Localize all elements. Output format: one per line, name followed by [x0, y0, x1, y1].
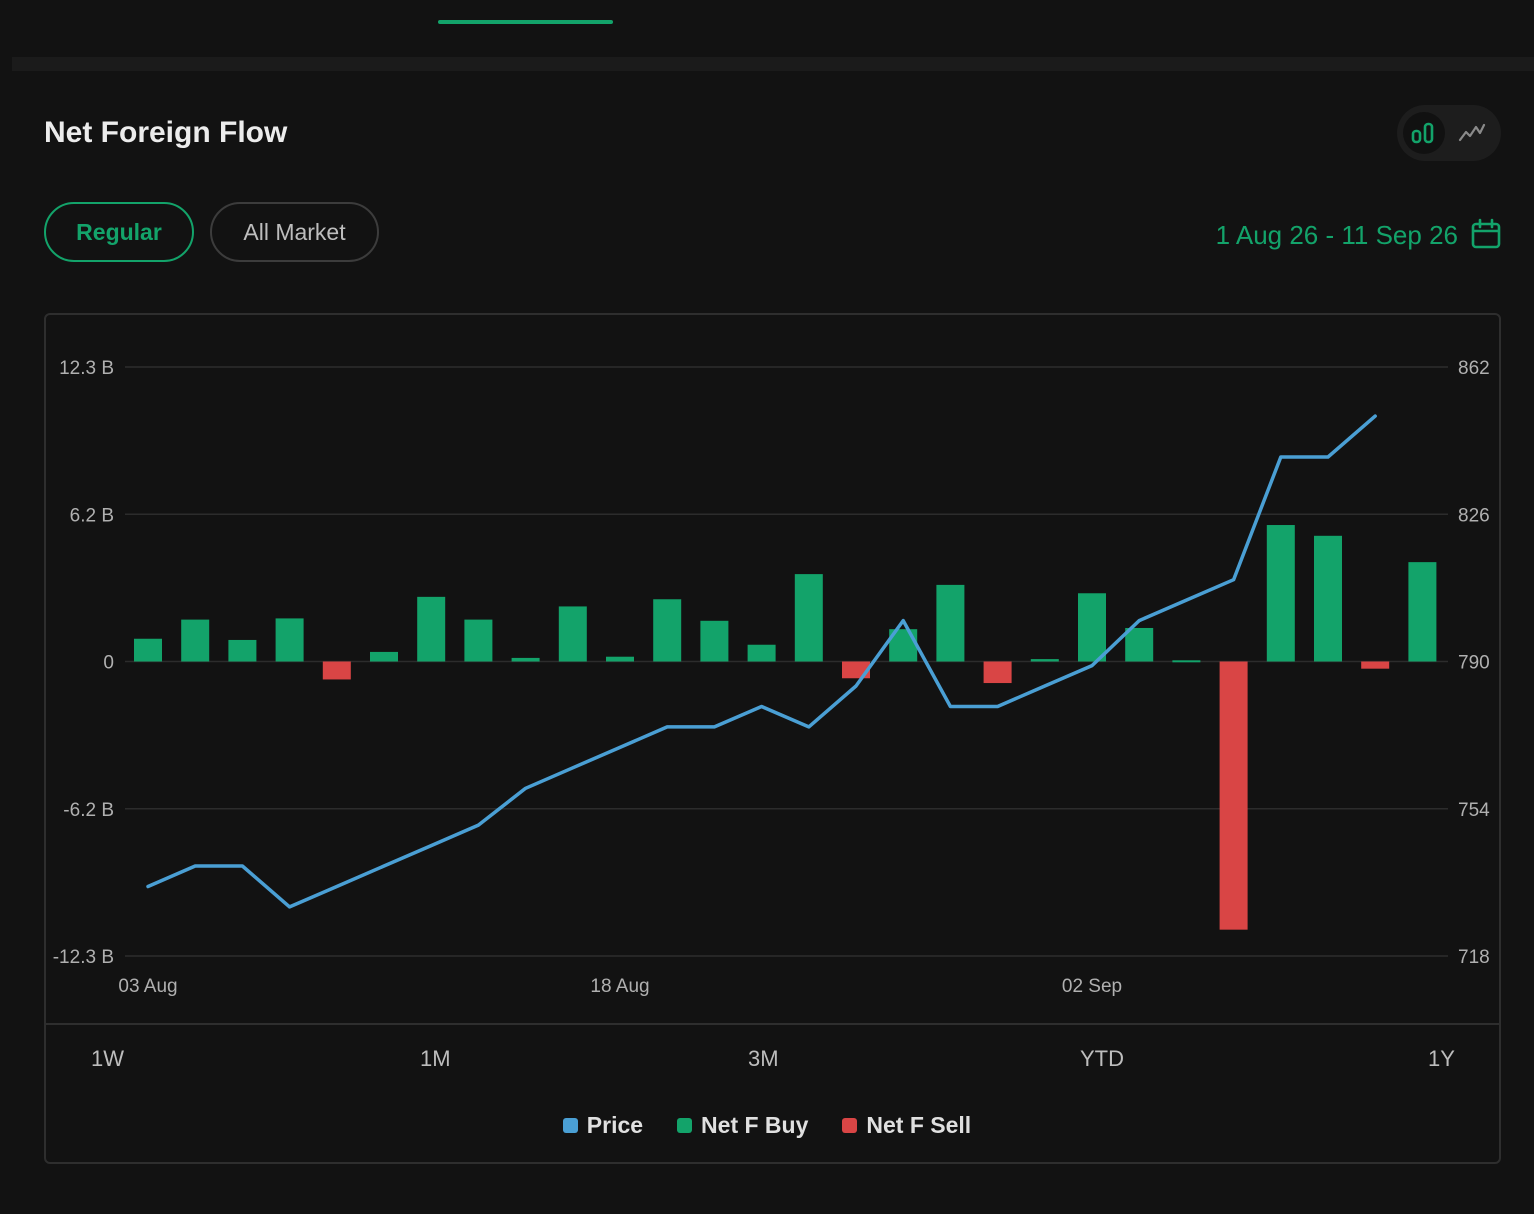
net-f-buy-bar [1314, 535, 1342, 662]
net-f-buy-bar [1125, 627, 1154, 662]
x-axis-tick-label: 18 Aug [590, 976, 649, 997]
all-market-filter-button[interactable]: All Market [210, 202, 379, 262]
chart-card [44, 313, 1501, 1164]
legend-swatch-net-f-sell [842, 1118, 858, 1133]
chart-legend: Price Net F Buy Net F Sell [0, 1112, 1534, 1139]
calendar-icon[interactable] [1470, 218, 1502, 255]
bar-chart-view-button[interactable] [1403, 112, 1445, 154]
period-ytd-button[interactable]: YTD [1080, 1046, 1124, 1071]
top-divider [12, 57, 1534, 71]
net-f-buy-bar [794, 574, 823, 662]
line-chart-view-button[interactable] [1451, 112, 1493, 154]
net-f-buy-bar [936, 584, 965, 662]
net-f-buy-bar [747, 644, 776, 662]
net-f-buy-bar [653, 599, 682, 662]
line-chart-icon [1458, 123, 1486, 142]
net-f-buy-bar [700, 620, 729, 662]
period-1w-button[interactable]: 1W [91, 1046, 124, 1071]
net-f-buy-bar [511, 657, 540, 662]
net-f-buy-bar [1408, 562, 1437, 662]
net-f-buy-bar [1078, 593, 1106, 662]
period-3m-button[interactable]: 3M [748, 1046, 779, 1071]
right-axis-tick-label: 754 [1458, 800, 1490, 821]
right-axis-tick-label: 826 [1458, 505, 1490, 526]
net-f-sell-bar [983, 661, 1012, 684]
bar-chart-icon [1411, 122, 1434, 144]
left-axis-tick-label: 0 [103, 653, 114, 674]
net-f-buy-bar [1172, 660, 1201, 663]
period-divider [44, 1023, 1501, 1025]
period-1y-button[interactable]: 1Y [1428, 1046, 1455, 1071]
right-axis-tick-label: 862 [1458, 358, 1490, 379]
net-f-buy-bar [370, 651, 398, 662]
legend-swatch-net-f-buy [677, 1118, 693, 1133]
right-axis-tick-label: 790 [1458, 653, 1490, 674]
legend-item-price: Price [562, 1112, 644, 1139]
net-f-sell-bar [1361, 661, 1390, 669]
top-tab-indicator [438, 20, 613, 24]
legend-item-net-f-buy: Net F Buy [677, 1112, 808, 1139]
legend-label-net-f-sell: Net F Sell [866, 1112, 972, 1138]
net-f-buy-bar [417, 596, 446, 662]
page-title: Net Foreign Flow [44, 116, 288, 149]
right-axis-tick-label: 718 [1458, 947, 1490, 968]
net-f-sell-bar [1219, 661, 1248, 930]
legend-swatch-price [562, 1118, 578, 1133]
net-f-buy-bar [275, 618, 304, 662]
net-f-buy-bar [1030, 659, 1059, 662]
legend-item-net-f-sell: Net F Sell [842, 1112, 971, 1139]
net-f-buy-bar [134, 638, 162, 662]
period-1m-button[interactable]: 1M [420, 1046, 451, 1071]
date-range-label[interactable]: 1 Aug 26 - 11 Sep 26 [1215, 220, 1458, 250]
x-axis-tick-label: 03 Aug [118, 976, 177, 997]
net-f-buy-bar [606, 656, 634, 662]
left-axis-tick-label: -12.3 B [53, 947, 114, 968]
net-f-buy-bar [181, 619, 210, 662]
net-f-buy-bar [558, 606, 587, 662]
legend-label-net-f-buy: Net F Buy [701, 1112, 809, 1138]
x-axis-tick-label: 02 Sep [1062, 976, 1122, 997]
left-axis-tick-label: 12.3 B [59, 358, 114, 379]
price-line [146, 414, 1377, 909]
left-axis-tick-label: -6.2 B [63, 800, 114, 821]
chart-view-toggle [1397, 105, 1501, 161]
net-f-buy-bar [464, 619, 493, 662]
net-f-buy-bar [1266, 525, 1295, 662]
left-axis-tick-label: 6.2 B [70, 505, 114, 526]
net-f-sell-bar [322, 661, 351, 680]
legend-label-price: Price [586, 1112, 644, 1138]
net-f-buy-bar [228, 639, 257, 662]
regular-filter-button[interactable]: Regular [44, 202, 194, 262]
